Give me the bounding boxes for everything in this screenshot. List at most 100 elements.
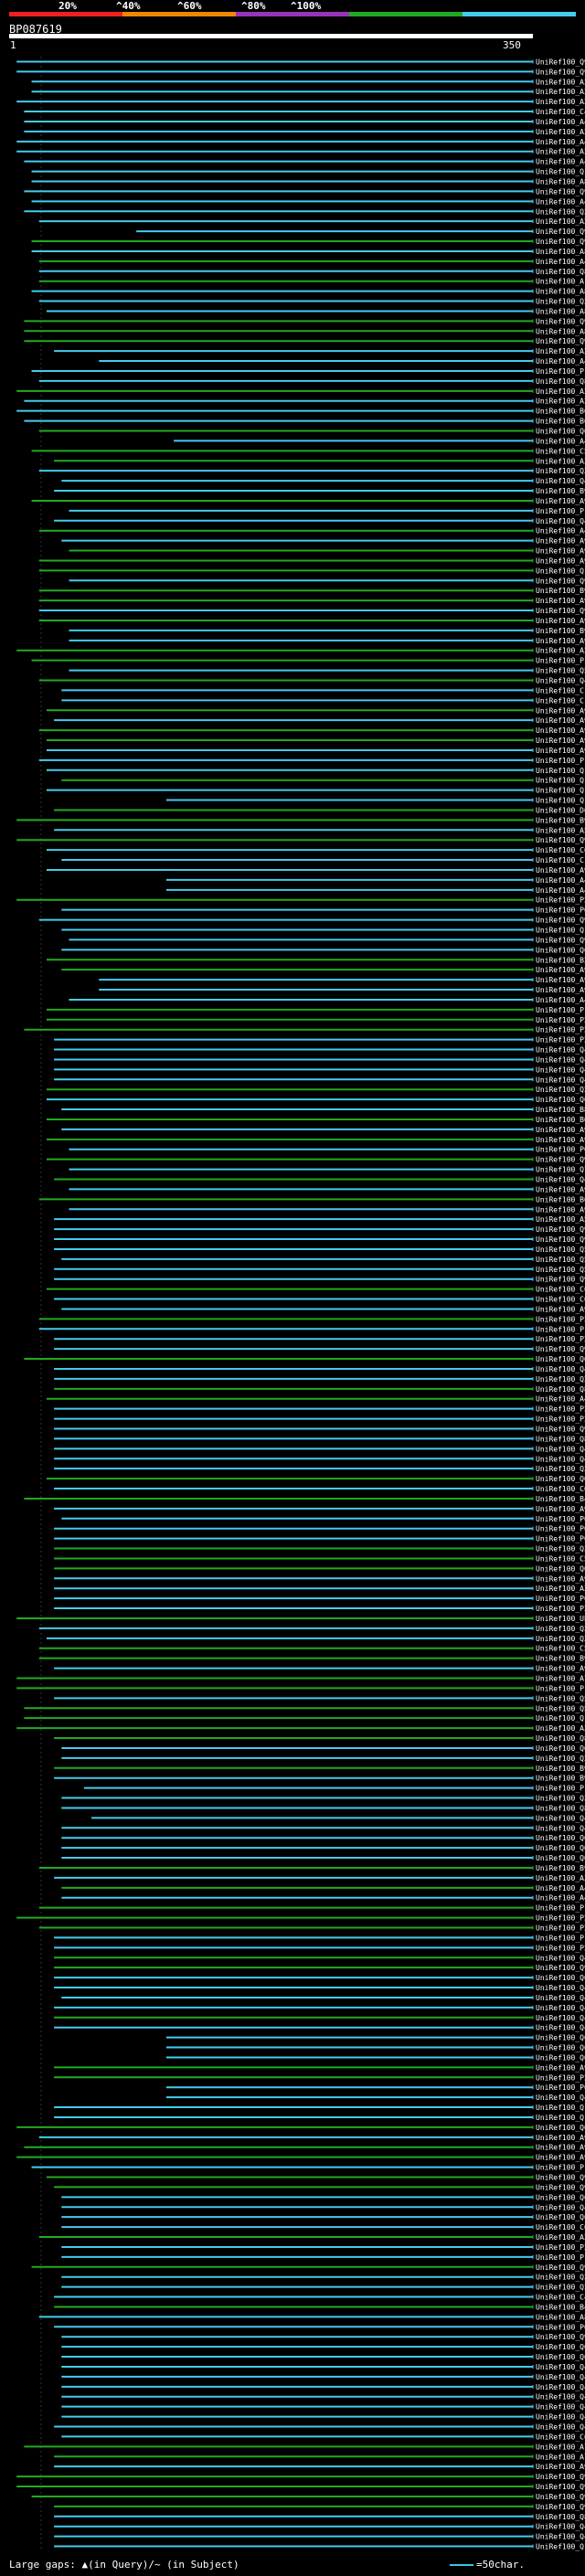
hit-row: UniRef100_A9SGM1	[61, 966, 585, 974]
hit-row: UniRef100_Q1A179	[54, 2114, 585, 2122]
hit-row: UniRef100_Q677D0	[24, 1355, 585, 1363]
hit-label: UniRef100_Q5S9B7	[536, 1256, 585, 1264]
hit-label: UniRef100_Q93WE9	[536, 577, 585, 585]
hit-label: UniRef100_Q38713	[536, 467, 585, 475]
hit-label: UniRef100_Q8S3T9	[536, 268, 585, 276]
hit-label: UniRef100_A8J0X6	[536, 288, 585, 296]
hit-label: UniRef100_A2SY33	[536, 98, 585, 106]
hit-label: UniRef100_B0LUV1	[536, 1195, 585, 1203]
hit-row: UniRef100_P12469	[31, 2164, 585, 2172]
hit-row: UniRef100_Q4VV48	[61, 1994, 585, 2002]
hit-row: UniRef100_Q9LKH9	[54, 1964, 585, 1972]
hit-row: UniRef100_Q93UQ0	[24, 337, 585, 345]
hit-label: UniRef100_P20919	[536, 1026, 585, 1034]
hit-label: UniRef100_P27520	[536, 1415, 585, 1424]
hit-row: UniRef100_Q93WE0	[16, 68, 585, 76]
hit-row: UniRef100_A4QPK2	[165, 876, 585, 885]
hit-label: UniRef100_A2SY46	[536, 2233, 585, 2242]
hit-label: UniRef100_C6TD73	[536, 1286, 585, 1294]
hit-label: UniRef100_P12332	[536, 507, 585, 515]
hit-label: UniRef100_A9NL12	[536, 497, 585, 505]
hit-label: UniRef100_Q677H7	[536, 2343, 585, 2351]
hit-label: UniRef100_P07370	[536, 1146, 585, 1154]
hit-row: UniRef100_Q4VV51	[61, 2393, 585, 2401]
hit-label: UniRef100_Q04686	[536, 1844, 585, 1852]
hit-row: UniRef100_Q9FF86	[54, 1235, 585, 1244]
hit-label: UniRef100_A4QPL2	[536, 357, 585, 366]
hit-row: UniRef100_A7QXV3	[16, 1675, 585, 1683]
hit-row: UniRef100_A8JIU4	[24, 327, 585, 335]
hit-row: UniRef100_P06671	[165, 2083, 585, 2092]
legend-line-icon	[450, 2564, 473, 2566]
hit-label: UniRef100_A8DZ52	[536, 2313, 585, 2321]
hit-row: UniRef100_Q0H984	[38, 428, 585, 436]
hit-row: UniRef100_Q43437	[54, 1445, 585, 1453]
hit-row: UniRef100_Q64449	[165, 2034, 585, 2042]
footer-gap-legend: Large gaps: ▲(in Query)/~ (in Subject)	[9, 2559, 239, 2571]
hit-label: UniRef100_Q93WL4	[536, 187, 585, 196]
hit-row: UniRef100_Q22669	[61, 1754, 585, 1763]
hit-row: UniRef100_A9RKS2	[99, 986, 585, 994]
hit-row: UniRef100_Q2IA53	[61, 2284, 585, 2292]
hit-row: UniRef100_C1K587	[61, 856, 585, 864]
hit-label: UniRef100_C5WTC1	[536, 447, 585, 455]
hit-row: UniRef100_Q41424	[54, 1055, 585, 1064]
hit-label: UniRef100_A9PJH7	[536, 547, 585, 556]
hit-label: UniRef100_A9RPB2	[536, 2463, 585, 2471]
hit-row: UniRef100_Q1HL23	[24, 1714, 585, 1723]
hit-row: UniRef100_A4QPJ3	[174, 437, 585, 445]
hit-row: UniRef100_Q38713	[38, 467, 585, 475]
hit-label: UniRef100_Q4VV49	[536, 1984, 585, 1992]
hit-label: UniRef100_A4QPK2	[536, 876, 585, 885]
hit-label: UniRef100_Q2V868	[536, 1086, 585, 1094]
hit-row: UniRef100_B2BAK8	[46, 956, 585, 964]
hit-label: UniRef100_Q64448	[536, 2044, 585, 2052]
hit-label: UniRef100_P04782	[536, 2323, 585, 2331]
hit-label: UniRef100_P27494	[536, 1016, 585, 1024]
hit-row: UniRef100_Q64447	[61, 1834, 585, 1842]
hit-label: UniRef100_P12471	[536, 1785, 585, 1793]
hit-row: UniRef100_P09756	[61, 1515, 585, 1523]
hit-label: UniRef100_A9S6F4	[536, 1505, 585, 1513]
hit-label: UniRef100_Q41449	[536, 1824, 585, 1832]
hit-label: UniRef100_Q4VV52	[536, 2373, 585, 2381]
hit-row: UniRef100_Q9LE97	[16, 2473, 585, 2481]
hit-row: UniRef100_Q9LE93	[54, 2503, 585, 2511]
hit-label: UniRef100_A2SY47	[536, 217, 585, 226]
hit-row: UniRef100_A8J264	[31, 178, 585, 186]
hit-label: UniRef100_Q4VV51	[536, 2393, 585, 2401]
hit-row: UniRef100_A2SY32	[16, 647, 585, 655]
hit-label: UniRef100_Q2XTE0	[536, 1375, 585, 1383]
hit-row: UniRef100_Q22496	[24, 207, 585, 216]
hit-label: UniRef100_Q1LFZ5	[536, 767, 585, 775]
hit-label: UniRef100_Q1HDD0	[536, 567, 585, 575]
hit-row: UniRef100_A9NV37	[69, 1185, 585, 1193]
hit-label: UniRef100_A2SY35	[536, 347, 585, 355]
hit-row: UniRef100_A9NUJ8	[46, 747, 585, 755]
hit-row: UniRef100_A4QPK5	[69, 996, 585, 1004]
hit-row: UniRef100_A9NWZ3	[54, 716, 585, 725]
hit-row: UniRef100_B6SZT9	[16, 408, 585, 416]
hit-label: UniRef100_Q15317	[536, 2543, 585, 2551]
hit-label: UniRef100_A4QPJ6	[536, 158, 585, 166]
query-start-label: 1	[10, 39, 16, 51]
identity-color-scale	[9, 12, 576, 16]
hit-row: UniRef100_Q9LKI1	[54, 2183, 585, 2191]
hit-label: UniRef100_Q3SX62	[536, 1465, 585, 1473]
hit-label: UniRef100_Q4VV53	[536, 2383, 585, 2391]
hit-row: UniRef100_B4FQ80	[24, 1495, 585, 1503]
hit-row: UniRef100_Q2V868	[46, 1086, 585, 1094]
hit-row: UniRef100_Q4VV56	[61, 2363, 585, 2371]
hit-row: UniRef100_C6TD73	[46, 1286, 585, 1294]
hit-row: UniRef100_Q50K99	[24, 1704, 585, 1712]
hit-label: UniRef100_P26866	[536, 1315, 585, 1323]
hit-row: UniRef100_Q9XGF6	[16, 58, 585, 66]
hit-row: UniRef100_P07370	[69, 1146, 585, 1154]
hit-row: UniRef100_Q5ZF93	[54, 1694, 585, 1702]
hit-row: UniRef100_B0LUV1	[38, 1195, 585, 1203]
hit-row: UniRef100_A2SY44	[31, 78, 585, 86]
hit-label: UniRef100_Q93XV0	[536, 2493, 585, 2501]
hit-label: UniRef100_Q40961	[536, 2094, 585, 2102]
hit-label: UniRef100_Q5S9B9	[536, 1246, 585, 1254]
hit-row: UniRef100_C5YYW5	[54, 1554, 585, 1563]
